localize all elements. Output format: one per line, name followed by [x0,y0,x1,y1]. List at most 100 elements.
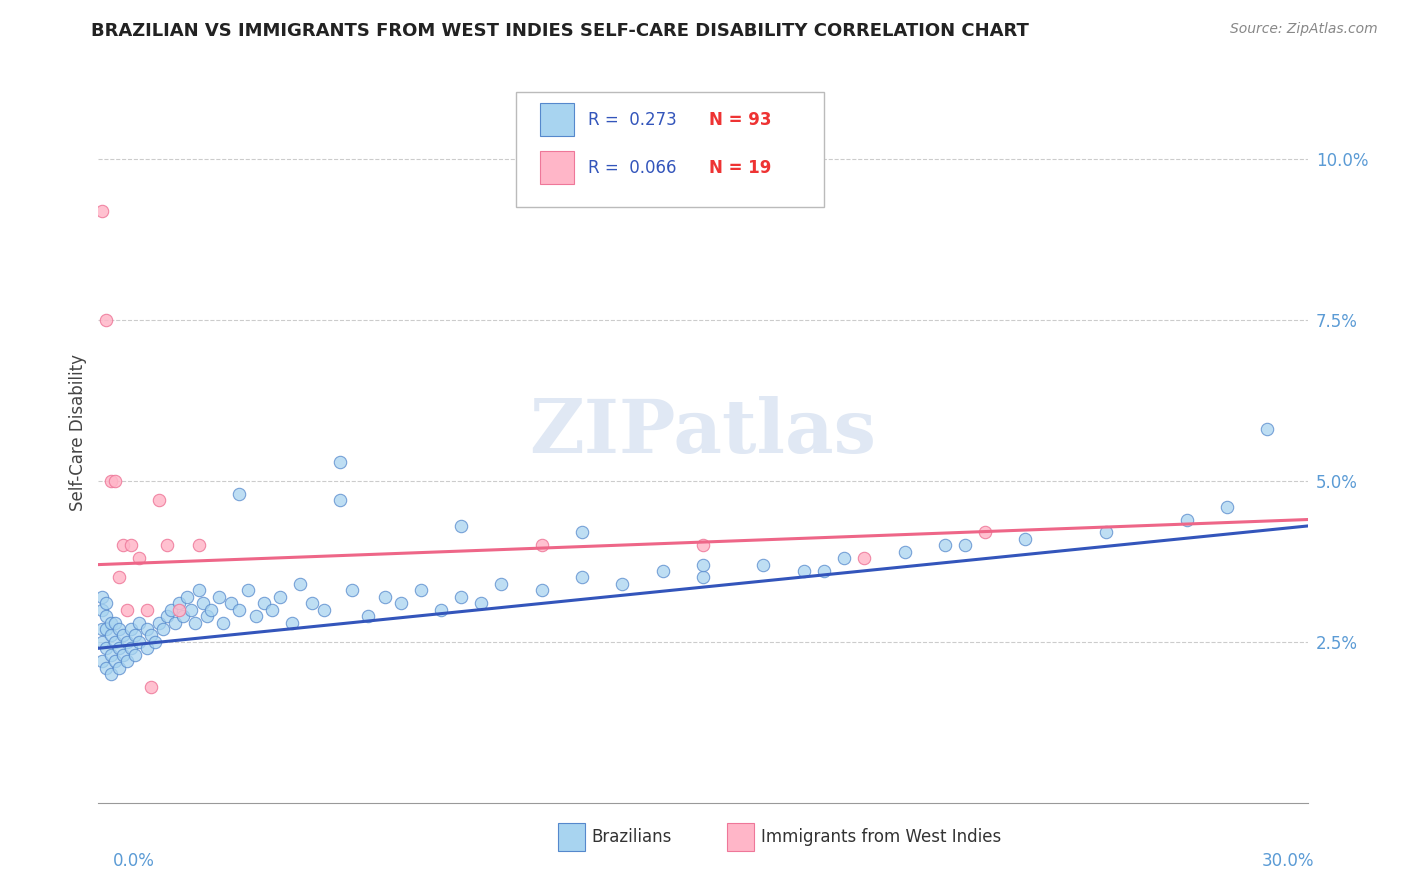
Point [120,641,142,656]
Point [148,493,170,508]
Point [491,577,513,591]
Point [100,667,122,681]
Text: ZIPatlas: ZIPatlas [530,396,876,469]
Point [96,609,118,624]
Point [91,602,114,616]
Point [120,538,142,552]
Point [752,558,775,572]
Point [692,538,714,552]
Point [156,609,179,624]
Bar [540,103,574,136]
Point [651,564,673,578]
Text: R =  0.066: R = 0.066 [588,159,676,177]
Point [128,615,150,630]
Point [188,538,211,552]
Point [212,615,235,630]
Point [91,635,114,649]
Point [208,590,231,604]
Bar [540,151,574,185]
Point [301,596,323,610]
Point [100,628,122,642]
Point [115,654,138,668]
Point [260,602,283,616]
Point [253,596,276,610]
Point [139,680,162,694]
Point [832,551,855,566]
Point [148,615,170,630]
Text: 0.0%: 0.0% [112,852,155,870]
Bar [727,822,754,851]
Point [135,641,157,656]
Point [374,590,396,604]
Point [228,602,250,616]
Point [107,570,129,584]
Y-axis label: Self-Care Disability: Self-Care Disability [69,354,87,511]
Point [1216,500,1239,514]
Point [450,590,472,604]
Point [221,596,243,610]
Point [893,545,915,559]
Point [124,648,146,662]
Point [128,551,150,566]
Point [245,609,267,624]
Point [200,602,222,616]
Point [389,596,412,610]
Point [430,602,453,616]
Point [96,641,118,656]
Point [342,583,364,598]
Text: Source: ZipAtlas.com: Source: ZipAtlas.com [1230,22,1378,37]
Point [103,635,125,649]
Point [612,577,634,591]
Point [115,635,138,649]
FancyBboxPatch shape [516,92,824,207]
Point [1175,512,1198,526]
Point [139,628,162,642]
Point [692,558,714,572]
Point [91,203,114,218]
Point [692,570,714,584]
Point [96,313,118,327]
Point [100,474,122,488]
Point [111,628,134,642]
Point [1014,532,1036,546]
Text: 30.0%: 30.0% [1263,852,1315,870]
Text: N = 93: N = 93 [709,111,772,128]
Point [100,615,122,630]
Point [128,635,150,649]
Point [135,602,157,616]
Point [103,615,125,630]
Point [853,551,876,566]
Point [288,577,311,591]
Point [167,596,190,610]
Point [103,474,125,488]
Point [160,602,183,616]
Text: BRAZILIAN VS IMMIGRANTS FROM WEST INDIES SELF-CARE DISABILITY CORRELATION CHART: BRAZILIAN VS IMMIGRANTS FROM WEST INDIES… [91,22,1029,40]
Point [120,622,142,636]
Point [163,615,186,630]
Point [470,596,492,610]
Point [571,570,593,584]
Text: Immigrants from West Indies: Immigrants from West Indies [761,828,1001,846]
Point [329,454,352,468]
Point [180,602,202,616]
Point [228,487,250,501]
Point [314,602,336,616]
Point [188,583,211,598]
Point [236,583,259,598]
Point [1256,422,1278,436]
Point [530,583,553,598]
Point [409,583,432,598]
Point [143,635,166,649]
Point [124,628,146,642]
Text: N = 19: N = 19 [709,159,772,177]
Point [91,590,114,604]
Point [184,615,207,630]
Point [172,609,194,624]
Point [100,648,122,662]
Point [357,609,380,624]
Point [974,525,997,540]
Point [135,622,157,636]
Point [107,641,129,656]
Point [269,590,291,604]
Point [176,590,198,604]
